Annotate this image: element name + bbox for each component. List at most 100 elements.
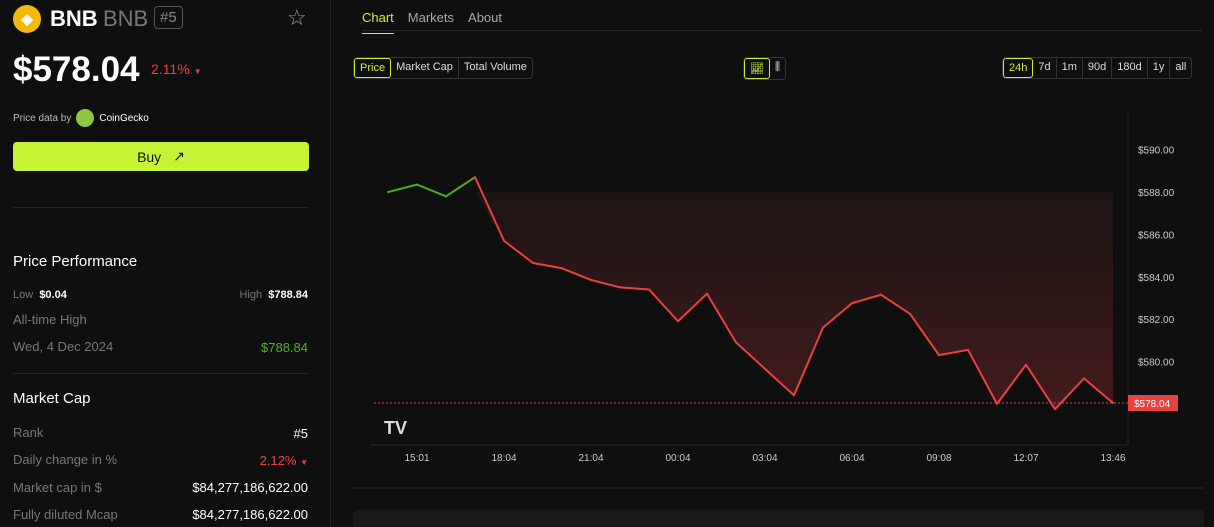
price-segment	[590, 278, 621, 289]
high-value: $788.84	[268, 289, 308, 301]
high-stat: High $788.84	[239, 289, 308, 301]
x-tick-label: 15:01	[404, 453, 429, 464]
rank-value: #5	[293, 426, 308, 441]
x-tick-label: 12:07	[1013, 453, 1038, 464]
price-segment	[619, 286, 650, 291]
price-segment	[648, 288, 679, 323]
range-24h[interactable]: 24h	[1003, 58, 1034, 78]
price-change: 2.11% ▼	[151, 61, 201, 77]
tradingview-logo: TV	[384, 418, 407, 438]
metric-market-cap[interactable]: Market Cap	[391, 58, 459, 78]
last-price-label: $578.04	[1134, 399, 1171, 410]
tab-markets[interactable]: Markets	[407, 10, 455, 25]
price-segment	[735, 341, 766, 370]
coingecko-logo	[76, 109, 95, 127]
last-price-badge	[1128, 395, 1178, 411]
range-7d[interactable]: 7d	[1033, 58, 1057, 78]
price-segment	[1025, 363, 1056, 411]
x-tick-label: 06:04	[839, 453, 864, 464]
range-1m[interactable]: 1m	[1057, 58, 1083, 78]
coin-symbol: BNB	[103, 6, 149, 31]
metric-total-volume[interactable]: Total Volume	[463, 61, 527, 73]
range-tabs: 24h 7d 1m 90d 180d 1y all	[1002, 57, 1193, 79]
y-tick-label: $590.00	[1138, 146, 1175, 157]
x-tick-label: 00:04	[665, 453, 690, 464]
bnb-logo: ◈	[13, 5, 41, 33]
buy-button[interactable]: Buy ↗	[13, 142, 309, 171]
metric-tabs: Price Market Cap Total Volume	[353, 57, 533, 79]
price-segment	[445, 176, 476, 198]
range-90d[interactable]: 90d	[1083, 58, 1113, 78]
market-cap-title: Market Cap	[13, 390, 91, 407]
ath-value: $788.84	[261, 340, 308, 355]
y-tick-label: $586.00	[1138, 230, 1175, 241]
ath-date: Wed, 4 Dec 2024	[13, 339, 114, 354]
coin-name: BNB	[50, 6, 98, 31]
bottom-panel	[353, 510, 1204, 527]
chart-type-toggle: 📈︎ ⫼	[743, 57, 787, 80]
price-segment	[880, 293, 911, 315]
price-segment	[706, 292, 737, 344]
price-segment	[677, 292, 708, 323]
fdv-label: Fully diluted Mcap	[13, 507, 118, 522]
x-tick-label: 03:04	[752, 453, 777, 464]
x-tick-label: 13:46	[1100, 453, 1125, 464]
low-value: $0.04	[39, 289, 67, 301]
price-segment	[996, 363, 1027, 405]
down-arrow-icon: ▼	[300, 458, 308, 467]
price-source: Price data by CoinGecko	[13, 109, 149, 127]
market-cap-label: Market cap in $	[13, 480, 102, 495]
down-arrow-icon: ▼	[193, 67, 202, 76]
price-change-value: 2.11%	[151, 61, 190, 77]
price-segment	[503, 239, 534, 265]
low-label: Low	[13, 289, 34, 301]
price-source-label: Price data by	[13, 112, 72, 124]
price-area	[471, 192, 1113, 410]
y-tick-label: $588.00	[1138, 188, 1175, 199]
arrow-up-right-icon: ↗	[173, 148, 185, 164]
divider	[13, 373, 309, 374]
daily-change-text: 2.12%	[259, 453, 297, 468]
price-segment	[764, 367, 795, 397]
price-segment	[793, 326, 824, 397]
daily-change-value: 2.12% ▼	[260, 453, 308, 468]
market-cap-value: $84,277,186,622.00	[192, 480, 308, 495]
price-segment	[1083, 377, 1114, 404]
ath-label: All-time High	[13, 312, 87, 327]
fdv-value: $84,277,186,622.00	[192, 507, 308, 522]
range-180d[interactable]: 180d	[1112, 58, 1148, 78]
price-segment	[532, 262, 563, 270]
star-icon[interactable]: ☆	[287, 5, 307, 30]
tab-chart[interactable]: Chart	[362, 10, 394, 34]
main-tabs: Chart Markets About	[362, 9, 1202, 34]
price-segment	[561, 267, 592, 281]
rank-label: Rank	[13, 425, 44, 440]
buy-label: Buy	[137, 148, 162, 165]
price-segment	[822, 302, 853, 329]
metric-price[interactable]: Price	[354, 58, 392, 78]
provider-name[interactable]: CoinGecko	[99, 112, 149, 124]
x-tick-label: 09:08	[926, 453, 951, 464]
high-label: High	[239, 289, 263, 301]
price-segment	[938, 348, 969, 357]
y-tick-label: $582.00	[1138, 315, 1175, 326]
range-all[interactable]: all	[1175, 61, 1187, 73]
price-segment	[909, 312, 940, 357]
price-segment	[851, 293, 882, 305]
price-performance-title: Price Performance	[13, 253, 138, 270]
rank-badge: #5	[154, 6, 183, 29]
price-segment	[967, 348, 998, 405]
divider	[13, 207, 309, 208]
line-chart-icon[interactable]: 📈︎	[744, 58, 770, 79]
tab-about[interactable]: About	[468, 10, 503, 25]
price-segment	[474, 176, 505, 242]
range-1y[interactable]: 1y	[1148, 58, 1171, 78]
x-tick-label: 18:04	[491, 453, 516, 464]
current-price: $578.04	[13, 50, 140, 89]
price-segment	[387, 183, 418, 194]
price-segment	[416, 183, 447, 198]
daily-change-label: Daily change in %	[13, 452, 118, 467]
candlestick-icon[interactable]: ⫼	[774, 61, 781, 73]
coin-sidebar: ◈ BNB BNB #5 ☆ $578.04 2.11% ▼ Price dat…	[0, 0, 331, 527]
